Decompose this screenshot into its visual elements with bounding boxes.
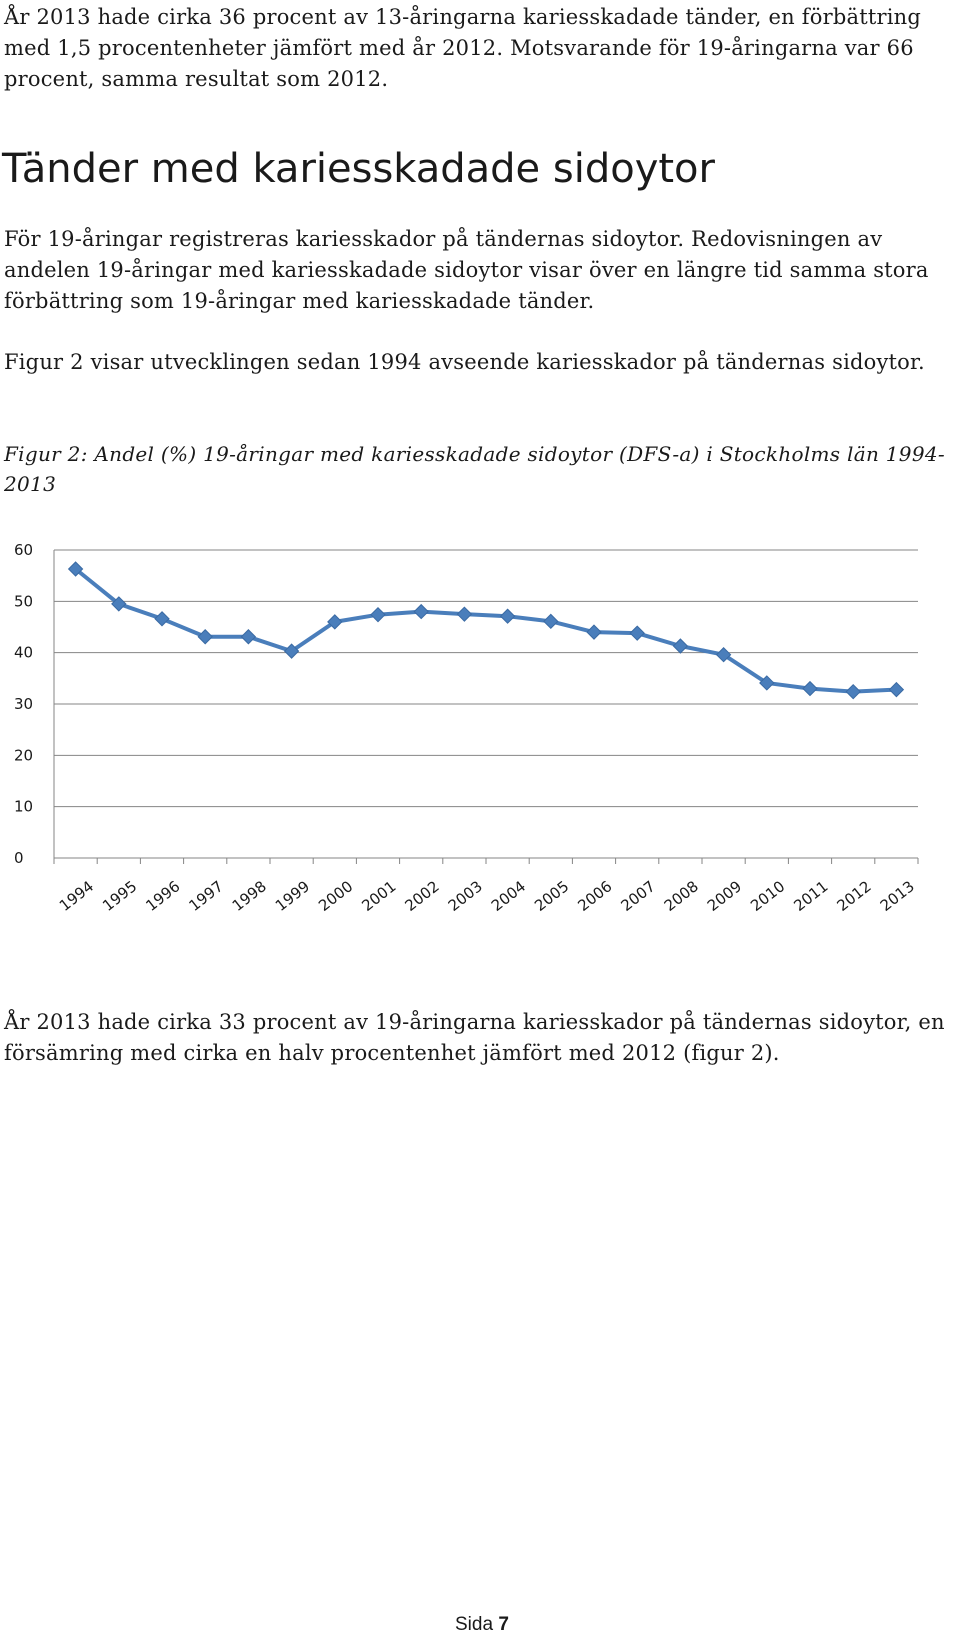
body-paragraph-figure-reference: Figur 2 visar utvecklingen sedan 1994 av… [4,350,925,374]
data-point [629,625,645,641]
x-tick-label: 1995 [99,877,140,915]
x-tick-label: 1998 [229,877,270,915]
data-point [715,647,732,663]
x-tick-label: 2001 [358,877,399,915]
x-tick-label: 2004 [488,877,529,915]
data-point [370,606,386,623]
x-tick-label: 2011 [790,877,831,915]
chart-series [67,561,905,700]
y-axis-tick-labels: 0 10 20 30 40 50 60 [14,541,33,867]
x-tick-label: 2006 [574,877,615,915]
y-tick-label: 20 [14,746,33,764]
data-point [327,614,343,630]
data-point [154,611,170,627]
y-tick-label: 40 [14,644,33,662]
data-point [413,603,429,620]
body-paragraph-sidoytor: För 19-åringar registreras kariesskador … [4,227,929,313]
x-tick-label: 2000 [315,877,356,915]
x-tick-label: 2007 [618,877,659,915]
x-tick-label: 2010 [747,877,788,915]
data-point [499,608,516,624]
y-tick-label: 50 [14,592,33,610]
x-tick-label: 2002 [402,877,443,915]
page-label: Sida [455,1614,494,1635]
data-point [240,629,257,645]
section-heading: Tänder med kariesskadade sidoytor [2,146,715,192]
data-point [888,681,905,698]
x-tick-label: 2008 [661,877,702,915]
page-number: Sida 7 [455,1614,509,1636]
conclusion-paragraph: År 2013 hade cirka 33 procent av 19-årin… [4,1010,945,1065]
x-tick-label: 1996 [142,877,183,915]
x-tick-label: 2013 [877,877,918,915]
page-number-value: 7 [498,1614,509,1635]
data-point [586,624,602,640]
data-point [111,596,127,612]
x-tick-label: 1994 [56,877,97,915]
data-point [67,561,84,577]
data-point [283,643,300,659]
x-tick-label: 2003 [445,877,486,915]
x-axis-tick-labels: 1994 1995 1996 1997 1998 1999 2000 2001 2002 2003… [56,877,918,915]
data-point [672,638,689,654]
x-tick-label: 1999 [272,877,313,915]
data-point [197,629,213,645]
figure-caption: Figur 2: Andel (%) 19-åringar med karies… [4,442,945,496]
x-tick-label: 2009 [704,877,745,915]
data-point [759,675,775,691]
series-line [74,567,897,694]
data-point [802,680,818,697]
data-point [543,613,559,630]
data-point [456,606,473,622]
x-tick-label: 1997 [186,877,227,915]
intro-paragraph: År 2013 hade cirka 36 procent av 13-årin… [4,5,921,91]
y-tick-label: 30 [14,695,33,713]
x-tick-label: 2005 [531,877,572,915]
y-tick-label: 0 [14,849,24,867]
y-tick-label: 10 [14,798,33,816]
y-tick-label: 60 [14,541,33,559]
data-point [845,683,861,700]
chart-gridlines [53,549,919,864]
x-tick-label: 2012 [834,877,875,915]
